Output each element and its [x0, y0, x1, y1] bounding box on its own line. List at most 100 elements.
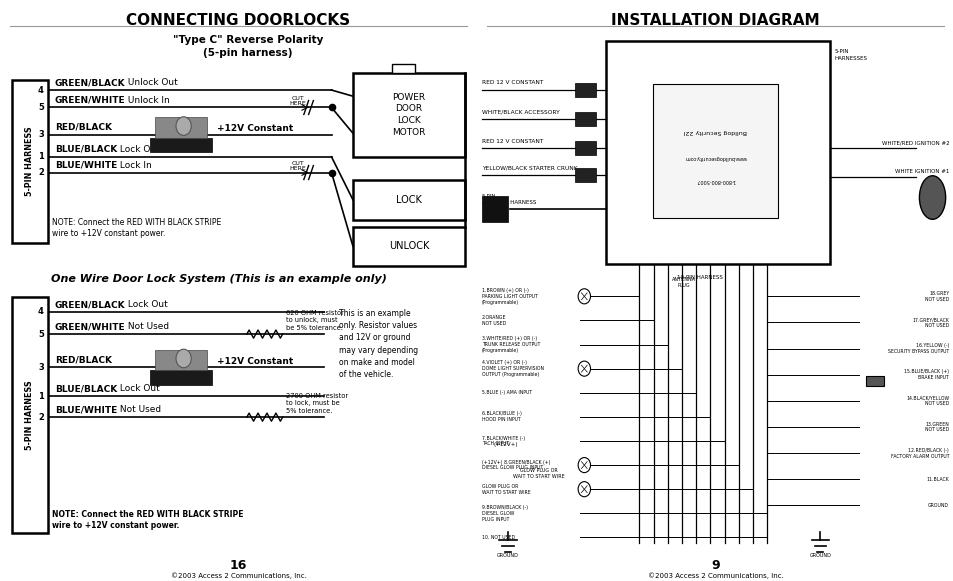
Bar — [653, 84, 777, 218]
Bar — [353, 73, 464, 157]
Bar — [11, 297, 48, 533]
Text: Not Used: Not Used — [117, 406, 161, 414]
Text: 5-PIN HARNESS: 5-PIN HARNESS — [26, 127, 34, 196]
Text: ANTENNA
PLUG: ANTENNA PLUG — [672, 277, 696, 288]
Text: NOTE: Connect the RED WITH BLACK STRIPE
wire to +12V constant power.: NOTE: Connect the RED WITH BLACK STRIPE … — [52, 218, 221, 238]
Text: ©2003 Access 2 Communications, Inc.: ©2003 Access 2 Communications, Inc. — [647, 572, 782, 579]
Text: 15.BLUE/BLACK (+)
BRAKE INPUT: 15.BLUE/BLACK (+) BRAKE INPUT — [903, 370, 948, 380]
Text: 5-PIN
ANTENNA HARNESS: 5-PIN ANTENNA HARNESS — [481, 193, 536, 205]
Text: One Wire Door Lock System (This is an example only): One Wire Door Lock System (This is an ex… — [51, 274, 387, 284]
Circle shape — [175, 117, 191, 135]
Text: 2.ORANGE
NOT USED: 2.ORANGE NOT USED — [481, 315, 506, 326]
Text: 7.BLACK/WHITE (-)
TACH INPUT: 7.BLACK/WHITE (-) TACH INPUT — [481, 436, 524, 446]
Bar — [605, 41, 829, 264]
Bar — [865, 376, 882, 386]
Bar — [574, 83, 596, 97]
Text: Lock In: Lock In — [117, 161, 152, 170]
Text: HERE: HERE — [290, 101, 306, 106]
Text: RED/BLACK: RED/BLACK — [55, 356, 112, 364]
Text: GREEN/WHITE: GREEN/WHITE — [55, 322, 126, 331]
Text: 5-PIN
HARNESSES: 5-PIN HARNESSES — [834, 49, 867, 60]
Text: Unlock In: Unlock In — [126, 96, 170, 105]
Text: 1-800-800-5007: 1-800-800-5007 — [695, 178, 735, 183]
Text: BLUE/BLACK: BLUE/BLACK — [55, 385, 117, 393]
Text: Lock Out: Lock Out — [117, 385, 160, 393]
Bar — [151, 370, 212, 385]
Text: 1: 1 — [38, 392, 44, 401]
Text: ©2003 Access 2 Communications, Inc.: ©2003 Access 2 Communications, Inc. — [171, 572, 306, 579]
Text: BLUE/WHITE: BLUE/WHITE — [55, 406, 117, 414]
Text: CUT: CUT — [292, 95, 304, 101]
Text: GROUND: GROUND — [497, 553, 518, 558]
Text: WHITE/RED IGNITION #2: WHITE/RED IGNITION #2 — [881, 140, 948, 145]
Text: YELLOW/BLACK STARTER CRUNK: YELLOW/BLACK STARTER CRUNK — [481, 166, 577, 171]
Text: 10. NOT USED: 10. NOT USED — [481, 535, 515, 540]
Text: INSTALLATION DIAGRAM: INSTALLATION DIAGRAM — [611, 13, 819, 28]
Text: 3.WHITE/RED (+) OR (-)
TRUNK RELEASE OUTPUT
(Programmable): 3.WHITE/RED (+) OR (-) TRUNK RELEASE OUT… — [481, 336, 539, 353]
Text: Lock Out: Lock Out — [126, 300, 168, 309]
Text: 16.YELLOW (-)
SECURITY BYPASS OUTPUT: 16.YELLOW (-) SECURITY BYPASS OUTPUT — [887, 343, 948, 354]
Text: 6.BLACK/BLUE (-)
HOOD PIN INPUT: 6.BLACK/BLUE (-) HOOD PIN INPUT — [481, 411, 521, 422]
Text: UNLOCK: UNLOCK — [389, 241, 429, 252]
Bar — [154, 117, 207, 138]
Text: BLUE/WHITE: BLUE/WHITE — [55, 161, 117, 170]
Text: GROUND: GROUND — [927, 503, 948, 508]
Text: BLUE/BLACK: BLUE/BLACK — [55, 145, 117, 154]
Text: GROUND: GROUND — [809, 553, 830, 558]
Text: 13.GREEN
NOT USED: 13.GREEN NOT USED — [924, 422, 948, 432]
Text: 14.BLACK/YELLOW
NOT USED: 14.BLACK/YELLOW NOT USED — [905, 396, 948, 406]
Text: CONNECTING DOORLOCKS: CONNECTING DOORLOCKS — [127, 13, 350, 28]
Text: 3: 3 — [38, 363, 44, 372]
Text: 4: 4 — [38, 307, 44, 317]
Bar — [11, 80, 48, 243]
Text: 18.GREY
NOT USED: 18.GREY NOT USED — [924, 291, 948, 302]
Text: 3: 3 — [38, 130, 44, 139]
Text: 2: 2 — [38, 168, 44, 177]
Bar — [392, 64, 415, 73]
Text: CUT: CUT — [292, 160, 304, 166]
Text: 9.BROWN/BLACK (-)
DIESEL GLOW
PLUG INPUT: 9.BROWN/BLACK (-) DIESEL GLOW PLUG INPUT — [481, 505, 527, 522]
Text: 2: 2 — [38, 413, 44, 422]
Text: GREEN/WHITE: GREEN/WHITE — [55, 96, 126, 105]
Text: RED 12 V CONSTANT: RED 12 V CONSTANT — [481, 80, 542, 85]
Text: 1.BROWN (+) OR (-)
PARKING LIGHT OUTPUT
(Programmable): 1.BROWN (+) OR (-) PARKING LIGHT OUTPUT … — [481, 288, 537, 304]
Bar — [151, 138, 212, 152]
Text: HERE: HERE — [290, 166, 306, 171]
Text: Lock Out: Lock Out — [117, 145, 160, 154]
Text: "Type C" Reverse Polarity
(5-pin harness): "Type C" Reverse Polarity (5-pin harness… — [172, 35, 323, 58]
Text: POWER
DOOR
LOCK
MOTOR: POWER DOOR LOCK MOTOR — [392, 92, 425, 137]
Bar — [481, 196, 507, 222]
Bar — [353, 180, 464, 220]
Text: 17.GREY/BLACK
NOT USED: 17.GREY/BLACK NOT USED — [911, 317, 948, 328]
Text: 9: 9 — [710, 559, 720, 572]
Text: 4.VIOLET (+) OR (-)
DOME LIGHT SUPERVISION
OUTPUT (Programmable): 4.VIOLET (+) OR (-) DOME LIGHT SUPERVISI… — [481, 360, 543, 377]
Circle shape — [578, 361, 590, 376]
Text: 620 OHM resistor
to unlock, must
be 5% tolerance.: 620 OHM resistor to unlock, must be 5% t… — [286, 310, 344, 331]
Bar — [574, 141, 596, 155]
Text: www.bulldogsecurity.com: www.bulldogsecurity.com — [683, 155, 746, 160]
Text: 5: 5 — [38, 329, 44, 339]
Text: Not Used: Not Used — [126, 322, 170, 331]
Text: LOCK: LOCK — [395, 195, 421, 205]
Text: RED 12 V CONSTANT: RED 12 V CONSTANT — [481, 138, 542, 144]
Text: 1: 1 — [38, 152, 44, 162]
Text: 16: 16 — [230, 559, 247, 572]
Text: (+12V+): (+12V+) — [494, 442, 517, 447]
Text: NOTE: Connect the RED WITH BLACK STRIPE
wire to +12V constant power.: NOTE: Connect the RED WITH BLACK STRIPE … — [52, 510, 244, 530]
Text: WHITE/BLACK ACCESSORY: WHITE/BLACK ACCESSORY — [481, 109, 558, 114]
Text: RED/BLACK: RED/BLACK — [55, 123, 112, 132]
Circle shape — [175, 349, 191, 368]
Text: 4: 4 — [38, 85, 44, 95]
Text: 2700 OHM resistor
to lock, must be
5% tolerance.: 2700 OHM resistor to lock, must be 5% to… — [286, 393, 348, 414]
Text: 5: 5 — [38, 103, 44, 112]
Text: (+12V+) 8.GREEN/BLACK (+)
DIESEL GLOW PLUG INPUT: (+12V+) 8.GREEN/BLACK (+) DIESEL GLOW PL… — [481, 460, 550, 471]
Bar — [574, 112, 596, 126]
Circle shape — [578, 289, 590, 304]
Text: 5-PIN HARNESS: 5-PIN HARNESS — [26, 381, 34, 450]
Bar — [154, 350, 207, 370]
Ellipse shape — [919, 175, 944, 219]
Text: WHITE IGNITION #1: WHITE IGNITION #1 — [894, 169, 948, 174]
Text: GREEN/BLACK: GREEN/BLACK — [55, 300, 126, 309]
Bar — [353, 227, 464, 266]
Text: 10-PIN HARNESS: 10-PIN HARNESS — [677, 275, 722, 280]
